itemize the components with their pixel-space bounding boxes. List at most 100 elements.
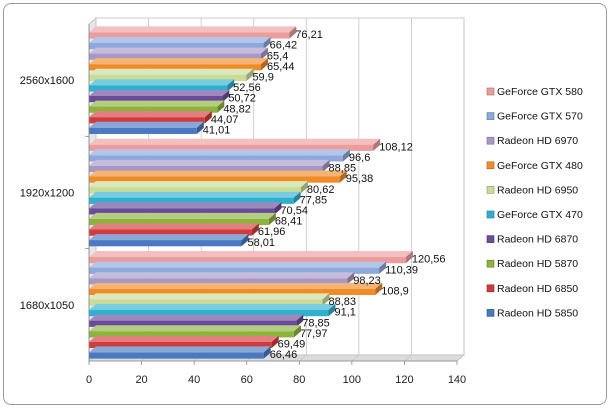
bar[interactable]: [89, 79, 235, 92]
bar[interactable]: [89, 325, 301, 338]
bar-front-face: [89, 278, 348, 285]
bar-end-face: [339, 170, 347, 183]
bar-top-face: [89, 304, 336, 311]
bar[interactable]: [89, 261, 387, 274]
bar[interactable]: [89, 202, 282, 215]
bar[interactable]: [89, 149, 350, 162]
data-label: 78,85: [302, 317, 330, 329]
x-tick-label: 20: [135, 374, 147, 386]
data-label: 66,42: [270, 40, 298, 52]
bar-end-face: [379, 261, 387, 274]
legend-item: Radeon HD 6870: [486, 234, 578, 246]
data-label: 65,4: [267, 50, 288, 62]
bar-end-face: [322, 293, 330, 306]
bar[interactable]: [89, 282, 383, 296]
x-tick-label: 80: [293, 374, 305, 386]
bar[interactable]: [89, 68, 254, 81]
x-tick-label: 40: [188, 374, 200, 386]
bar-end-face: [251, 223, 259, 236]
bar-top-face: [89, 149, 350, 156]
bar[interactable]: [89, 58, 269, 71]
bar-top-face: [89, 251, 413, 258]
bar[interactable]: [89, 314, 304, 327]
bar[interactable]: [89, 159, 330, 173]
bar-top-face: [89, 36, 271, 43]
bar-top-face: [89, 159, 330, 166]
bar[interactable]: [89, 26, 297, 39]
bar[interactable]: [89, 181, 308, 194]
legend-swatch: [486, 112, 495, 120]
x-tick-label: 120: [395, 374, 413, 386]
bar-front-face: [89, 106, 218, 113]
x-tick-label: 100: [343, 374, 361, 386]
bar-end-face: [222, 89, 230, 103]
bar-end-face: [300, 181, 308, 194]
legend-swatch: [486, 259, 495, 268]
legend-label: Radeon HD 5870: [497, 258, 578, 270]
bar[interactable]: [89, 47, 268, 60]
bar[interactable]: [89, 121, 204, 134]
bar[interactable]: [89, 191, 301, 204]
bar-end-face: [271, 335, 279, 349]
bar-front-face: [89, 165, 323, 173]
data-label: 77,85: [300, 194, 328, 206]
bar-end-face: [328, 304, 336, 317]
bar[interactable]: [89, 36, 271, 50]
bar-front-face: [89, 176, 340, 183]
data-label: 61,96: [258, 226, 286, 238]
bar[interactable]: [89, 223, 259, 236]
data-label: 52,56: [233, 82, 261, 94]
bar-end-face: [289, 26, 297, 39]
bar-front-face: [89, 127, 197, 134]
bar-top-face: [89, 111, 212, 118]
bar-end-face: [293, 191, 301, 204]
bar[interactable]: [89, 304, 336, 317]
data-label: 76,21: [295, 29, 323, 41]
bar[interactable]: [89, 251, 413, 264]
data-label: 48,82: [223, 103, 251, 115]
data-label: 50,72: [228, 93, 256, 105]
data-label: 96,6: [349, 152, 370, 164]
bar[interactable]: [89, 346, 271, 359]
bar[interactable]: [89, 170, 347, 183]
bar[interactable]: [89, 272, 355, 285]
legend-item: Radeon HD 5870: [486, 258, 578, 270]
bar-top-face: [89, 335, 279, 342]
bar[interactable]: [89, 234, 249, 247]
bar[interactable]: [89, 138, 381, 151]
bar-end-face: [263, 36, 271, 50]
gridline-floor: [404, 354, 412, 362]
bar-front-face: [89, 117, 205, 124]
bar-end-face: [260, 47, 268, 60]
bar[interactable]: [89, 212, 276, 226]
bar-end-face: [204, 111, 212, 124]
legend-swatch: [486, 210, 495, 219]
legend-item: Radeon HD 6850: [486, 283, 578, 295]
legend-swatch: [486, 161, 495, 170]
bar-top-face: [89, 47, 268, 54]
bar-top-face: [89, 26, 297, 33]
x-tick-label: 60: [241, 374, 253, 386]
legend-swatch: [486, 309, 495, 317]
bar[interactable]: [89, 293, 330, 306]
data-label: 66,46: [270, 349, 298, 361]
bar-end-face: [296, 314, 304, 327]
bar-top-face: [89, 181, 308, 188]
bar-front-face: [89, 288, 376, 296]
bar[interactable]: [89, 100, 225, 113]
legend-item: Radeon HD 6970: [486, 135, 578, 147]
bar-front-face: [89, 144, 374, 151]
bar-front-face: [89, 240, 242, 247]
legend-label: GeForce GTX 470: [497, 209, 583, 221]
data-label: 120,56: [412, 254, 446, 266]
bar-front-face: [89, 320, 297, 327]
data-label: 44,07: [211, 114, 239, 126]
bar-top-face: [89, 212, 276, 219]
bar-end-face: [293, 325, 301, 338]
bar-top-face: [89, 58, 269, 65]
bar[interactable]: [89, 335, 279, 349]
legend-swatch: [486, 87, 495, 96]
data-label: 68,41: [275, 216, 303, 228]
bar[interactable]: [89, 89, 230, 103]
bar[interactable]: [89, 111, 212, 124]
